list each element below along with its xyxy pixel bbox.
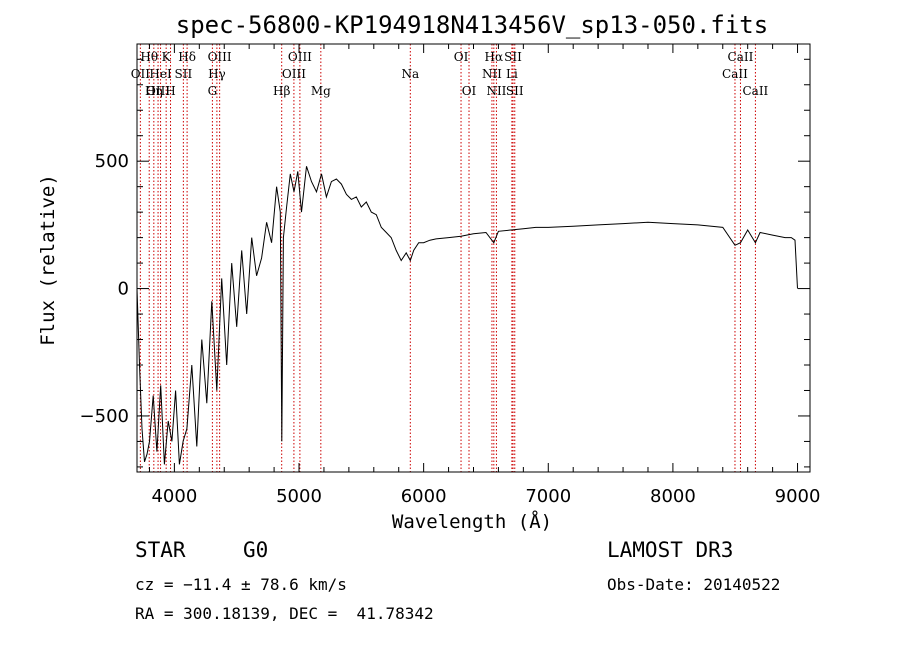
coordinates-text: RA = 300.18139, DEC = 41.78342 xyxy=(135,604,434,623)
line-label-15: Mg xyxy=(311,84,331,98)
x-tick-label-3: 7000 xyxy=(525,486,571,507)
line-label-3: K xyxy=(162,50,172,64)
line-label-6: H xyxy=(165,84,175,98)
object-class: STAR xyxy=(135,538,186,562)
line-label-24: SII xyxy=(506,84,524,98)
x-tick-label-0: 4000 xyxy=(151,486,197,507)
line-label-11: G xyxy=(208,84,218,98)
redshift-text: cz = −11.4 ± 78.6 km/s xyxy=(135,575,347,594)
line-label-5: Hη xyxy=(145,84,163,98)
line-label-0: Hθ xyxy=(140,50,158,64)
object-subclass: G0 xyxy=(243,538,269,562)
line-label-25: CaII xyxy=(728,50,754,64)
line-label-26: CaII xyxy=(722,67,748,81)
line-label-27: CaII xyxy=(742,84,768,98)
line-label-1: OII xyxy=(131,67,151,81)
x-axis-ticks: 4000 5000 6000 7000 8000 9000 xyxy=(148,44,821,507)
line-label-23: NII xyxy=(486,84,506,98)
plot-frame xyxy=(136,43,811,473)
line-label-19: Hα xyxy=(485,50,504,64)
line-label-14: Hβ xyxy=(273,84,290,98)
line-label-12: OIII xyxy=(288,50,312,64)
x-axis-label: Wavelength (Å) xyxy=(392,510,552,533)
line-label-4: HeI xyxy=(149,67,172,81)
y-axis-ticks: −500 0 500 xyxy=(80,58,810,468)
spectrum-chart: spec-56800-KP194918N413456V_sp13-050.fit… xyxy=(37,11,821,533)
line-label-9: OIII xyxy=(208,50,232,64)
x-tick-label-2: 6000 xyxy=(401,486,447,507)
spectral-line-markers xyxy=(139,44,756,472)
survey-name: LAMOST DR3 xyxy=(607,538,734,562)
line-label-22: Li xyxy=(506,67,518,81)
x-tick-label-5: 9000 xyxy=(775,486,821,507)
y-tick-label-1: 0 xyxy=(118,279,129,300)
y-axis-label: Flux (relative) xyxy=(37,174,59,346)
line-label-17: OI xyxy=(454,50,469,64)
spectrum-line xyxy=(136,166,798,465)
y-tick-label-0: −500 xyxy=(80,406,129,427)
line-label-13: OIII xyxy=(282,67,306,81)
line-label-18: OI xyxy=(462,84,477,98)
x-tick-label-1: 5000 xyxy=(276,486,322,507)
y-tick-label-2: 500 xyxy=(95,151,129,172)
line-label-10: Hγ xyxy=(208,67,226,81)
line-label-21: NII xyxy=(482,67,502,81)
chart-title: spec-56800-KP194918N413456V_sp13-050.fit… xyxy=(176,11,768,39)
line-label-16: Na xyxy=(401,67,419,81)
x-tick-label-4: 8000 xyxy=(650,486,696,507)
line-label-7: SII xyxy=(175,67,193,81)
line-label-8: Hδ xyxy=(178,50,196,64)
line-label-20: SII xyxy=(504,50,522,64)
line-label-2: OIII xyxy=(146,84,170,98)
obs-date: Obs-Date: 20140522 xyxy=(607,575,781,594)
